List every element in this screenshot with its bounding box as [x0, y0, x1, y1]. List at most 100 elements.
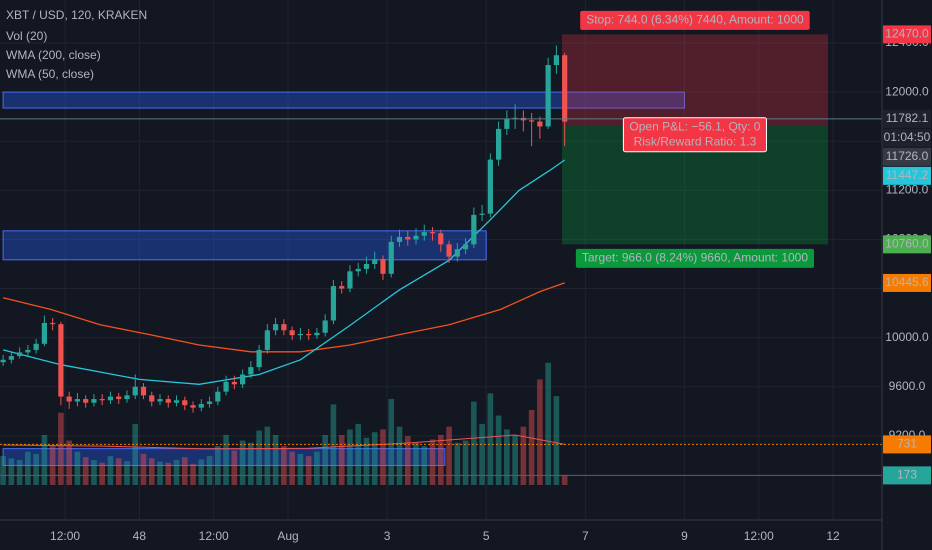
candle-body: [388, 241, 394, 274]
chart-title: XBT / USD, 120, KRAKEN: [6, 8, 147, 22]
x-tick-label: 7: [582, 529, 589, 543]
volume-bar: [396, 426, 403, 485]
volume-bar: [446, 426, 452, 485]
volume-bar: [421, 446, 428, 485]
volume-bar: [181, 457, 188, 485]
position-label-bg: [622, 117, 767, 153]
candle-body: [396, 236, 403, 242]
volume-bar: [537, 379, 543, 485]
volume-bar: [347, 429, 353, 485]
candle-body: [8, 356, 14, 360]
candle-body: [116, 396, 122, 400]
volume-bar: [99, 462, 105, 485]
volume-bar: [115, 458, 122, 485]
candle-body: [215, 391, 221, 402]
candle-body: [363, 263, 370, 269]
wma-line: [2, 282, 565, 353]
price-badge: [883, 109, 931, 128]
volume-bar: [124, 461, 130, 485]
position-label-text: Target: 966.0 (8.24%) 9660, Amount: 1000: [582, 251, 808, 265]
candle-body: [504, 119, 510, 129]
volume-bar: [322, 435, 328, 485]
candle-body: [157, 399, 163, 402]
volume-bar: [297, 453, 304, 485]
volume-bar: [74, 451, 81, 485]
volume-bar: [190, 463, 196, 485]
volume-bar: [140, 453, 147, 485]
candle-body: [355, 268, 361, 272]
candle-body: [446, 244, 452, 257]
candle-body: [190, 405, 196, 408]
price-badge-label: 11782.1: [886, 111, 929, 125]
price-badge: [883, 435, 931, 454]
volume-bar: [429, 439, 436, 485]
candle-body: [545, 65, 551, 127]
candle-body: [405, 236, 411, 240]
zone: [2, 230, 487, 261]
volume-bar: [0, 456, 6, 485]
volume-bar: [148, 458, 155, 485]
candle-body: [41, 322, 47, 344]
position-label: Target: 966.0 (8.24%) 9660, Amount: 1000: [575, 248, 815, 268]
candle-body: [372, 259, 378, 264]
volume-bar: [289, 451, 295, 485]
candle-body: [281, 324, 287, 331]
price-badge: [883, 273, 931, 292]
volume-bar: [363, 437, 370, 485]
price-badge-label: 11726.0: [886, 149, 929, 163]
volume-bar: [41, 435, 48, 485]
candle-body: [0, 359, 6, 363]
price-badge: [883, 466, 931, 485]
candle-body: [124, 395, 130, 400]
series-legend: WMA (50, close): [6, 67, 94, 81]
y-tick-label: 11200.0: [886, 182, 929, 196]
x-tick-label: 5: [483, 529, 490, 543]
price-badge: [883, 166, 931, 185]
volume-bar: [8, 458, 15, 485]
candle-body: [66, 396, 72, 402]
volume-bar: [437, 435, 444, 485]
volume-bar: [107, 456, 114, 485]
volume-bar: [413, 442, 419, 485]
volume-bar: [215, 446, 221, 485]
candle-body: [107, 396, 114, 401]
volume-legend: Vol (20): [6, 29, 47, 43]
candle-body: [17, 352, 23, 357]
x-tick-label: 12: [826, 529, 840, 543]
volume-bar: [454, 442, 461, 485]
y-tick-label: 10000.0: [885, 330, 929, 344]
candle-body: [553, 55, 560, 66]
candle-body: [496, 128, 502, 160]
volume-bar: [520, 426, 527, 485]
wma-line: [2, 159, 566, 385]
volume-bar: [165, 462, 172, 485]
stop-zone: [561, 34, 828, 126]
volume-bar: [404, 436, 411, 485]
volume-bar: [157, 461, 163, 485]
candle-body: [140, 386, 147, 396]
volume-bar: [91, 460, 97, 485]
series-legend: WMA (200, close): [6, 48, 101, 62]
candle-body: [322, 320, 328, 333]
candle-body: [264, 330, 270, 350]
volume-bar: [479, 423, 485, 485]
y-tick-label: 12000.0: [885, 84, 929, 98]
volume-bar: [16, 460, 23, 485]
volume-bar: [248, 442, 254, 485]
volume-bar: [380, 429, 386, 485]
x-tick-label: 9: [681, 529, 688, 543]
volume-bar: [512, 435, 518, 485]
volume-bar: [173, 460, 180, 485]
volume-bar: [388, 398, 395, 485]
candle-body: [248, 367, 254, 375]
candle-body: [25, 349, 31, 353]
candle-body: [165, 399, 171, 403]
candle-body: [91, 399, 97, 403]
volume-bar: [471, 401, 477, 485]
candle-body: [206, 401, 213, 404]
volume-bar: [132, 423, 139, 485]
volume-bar: [206, 456, 213, 485]
volume-bar: [487, 393, 494, 485]
